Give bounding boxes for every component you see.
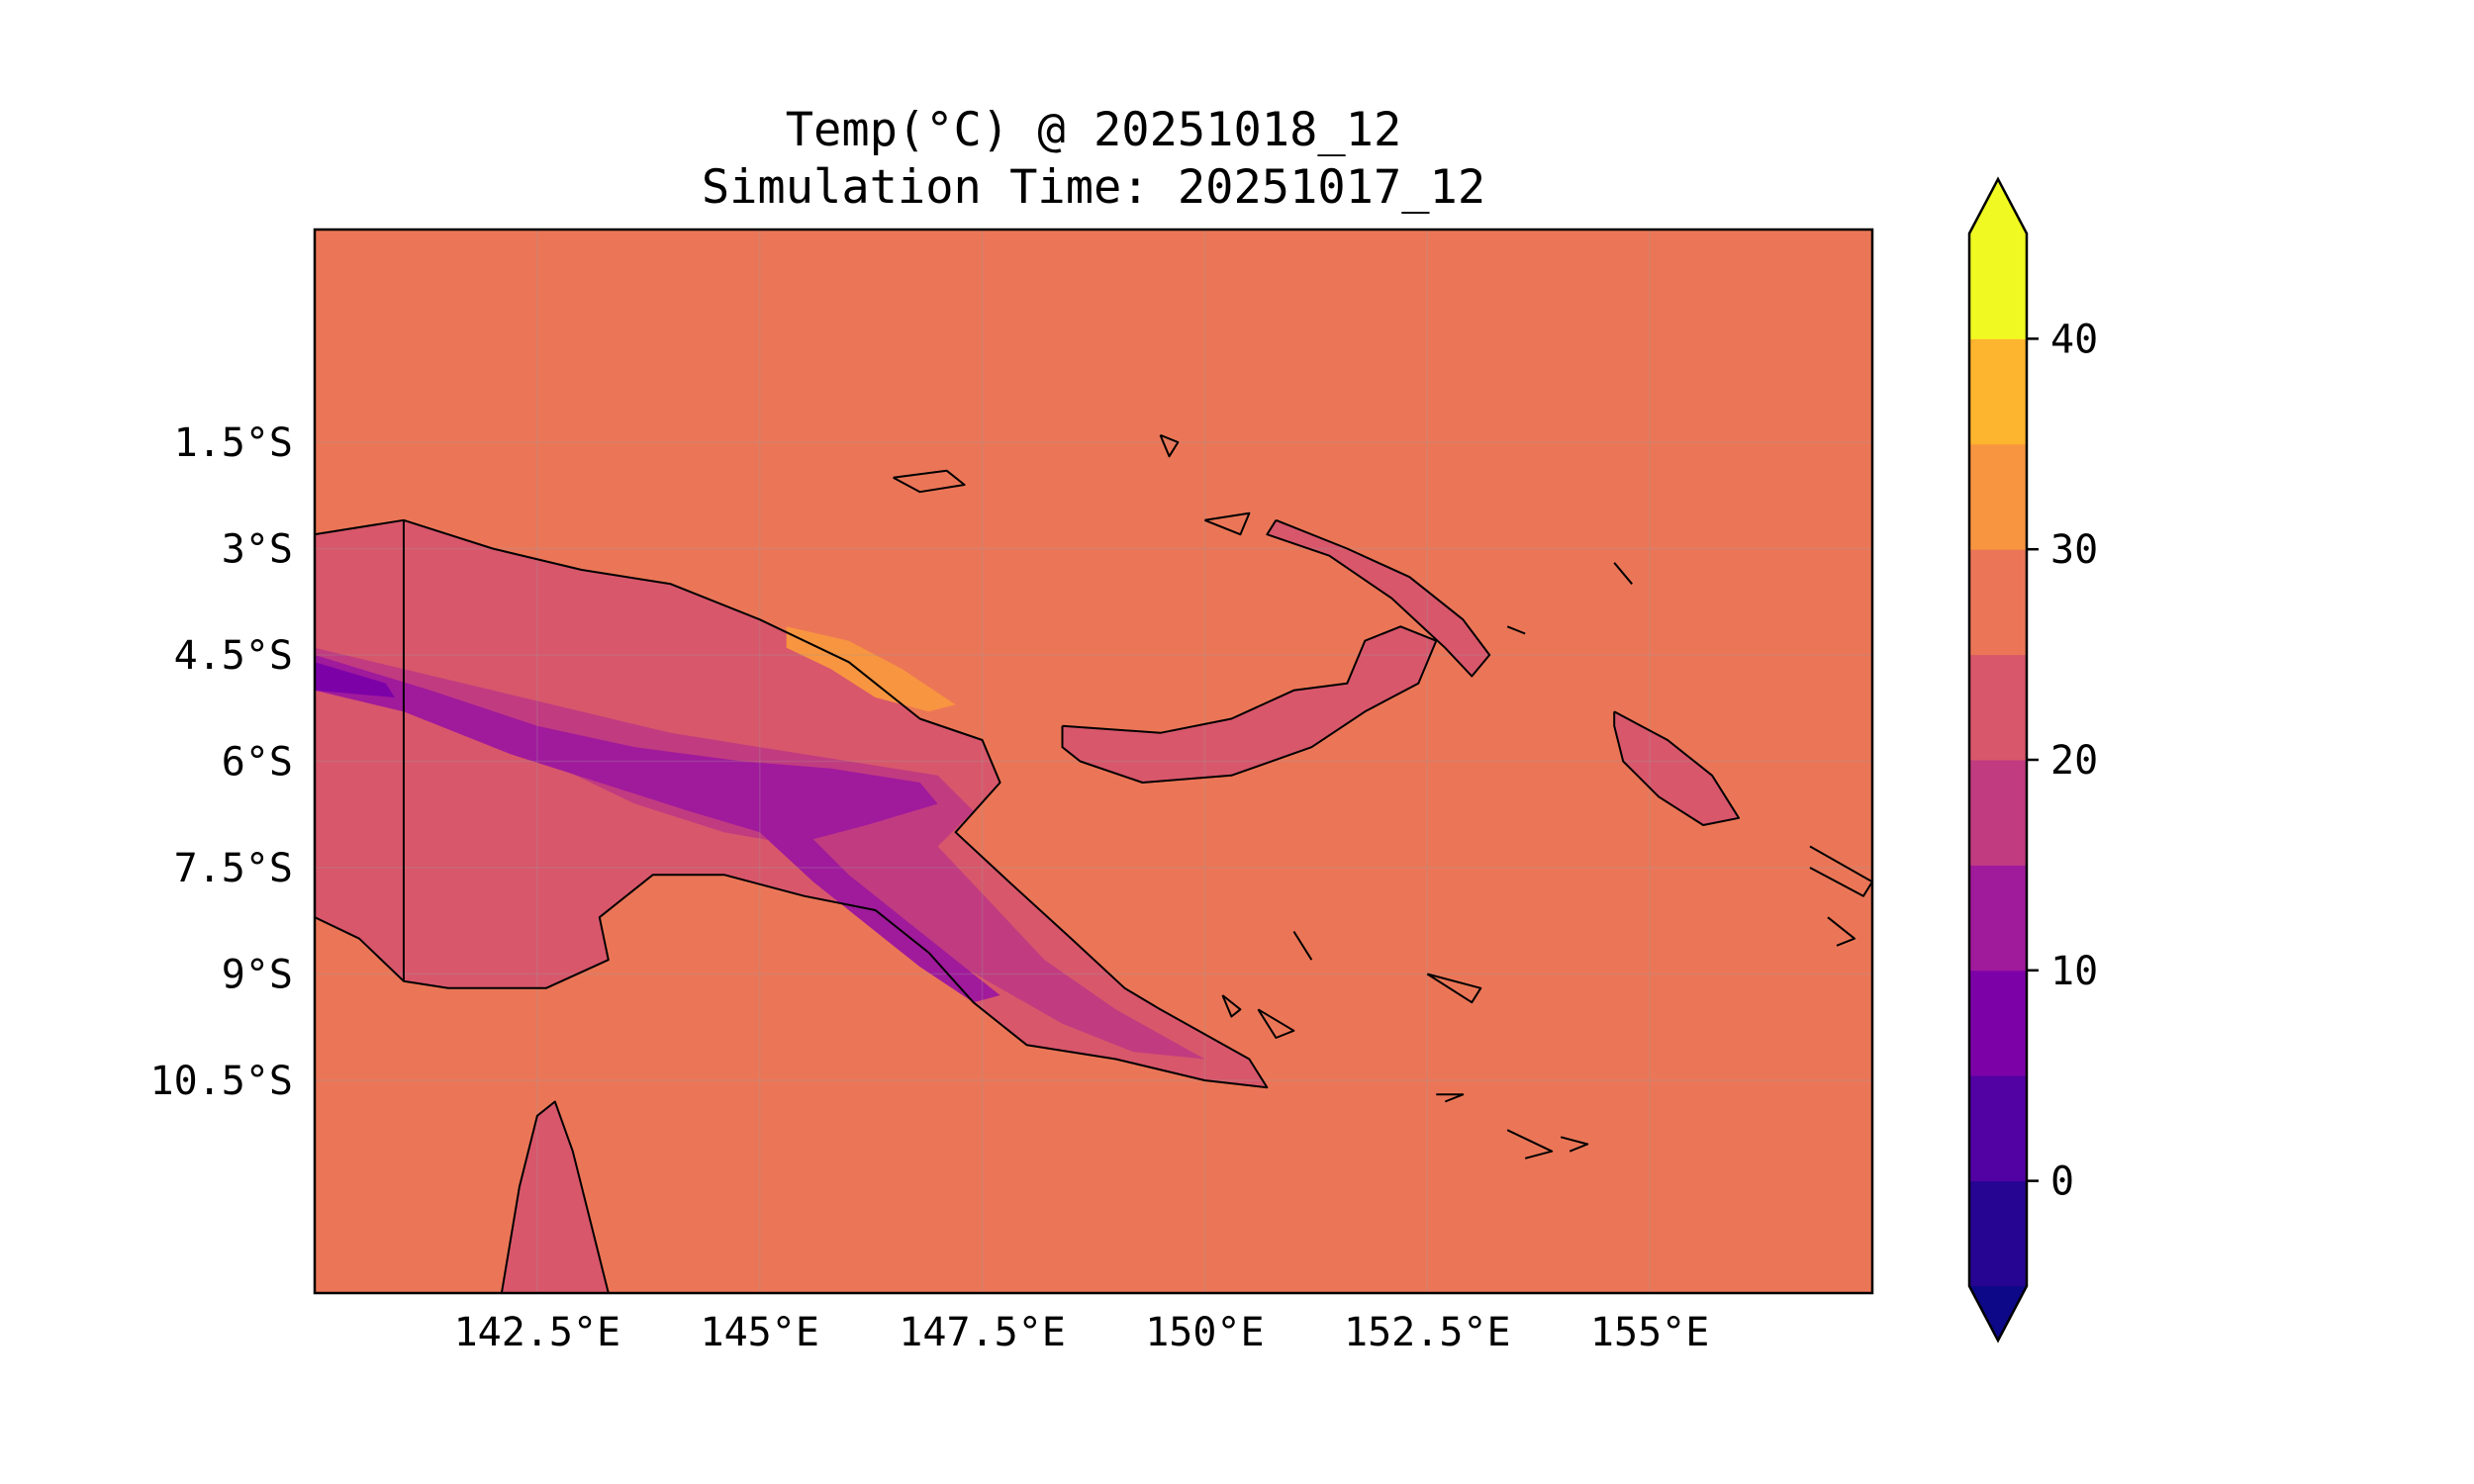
- coastline: [1436, 1093, 1465, 1103]
- colorbar-tick-label: 30: [2050, 527, 2098, 573]
- coastline: [1159, 433, 1180, 458]
- coastline: [1292, 930, 1313, 961]
- xtick-label: 147.5°E: [899, 1310, 1066, 1355]
- colorbar: 0 10 20 30 40: [1967, 176, 2098, 1344]
- colorbar-level: [1969, 970, 2027, 1076]
- region-highland-peaks: [315, 655, 1000, 1003]
- plot-subtitle: Simulation Time: 20251017_12: [701, 160, 1486, 215]
- xtick-label: 145°E: [701, 1310, 819, 1355]
- ytick-label: 4.5°S: [174, 633, 293, 679]
- colorbar-level: [1969, 443, 2027, 550]
- coastline-layer: [315, 433, 1872, 1293]
- coastline: [1827, 916, 1856, 947]
- colorbar-level: [1969, 233, 2027, 339]
- colorbar-level: [1969, 760, 2027, 866]
- map-frame: [313, 228, 1874, 1295]
- region-bougainville: [1614, 711, 1740, 825]
- region-coldest-peaks: [315, 662, 395, 697]
- coastline: [1221, 994, 1242, 1018]
- gridlines: [315, 230, 1872, 1293]
- coastline: [1257, 1008, 1295, 1039]
- xtick-label: 142.5°E: [454, 1310, 621, 1355]
- ytick-label: 7.5°S: [174, 846, 293, 891]
- colorbar-tick-label: 10: [2050, 949, 2098, 994]
- colorbar-tick-label: 20: [2050, 738, 2098, 784]
- colorbar-extend-top: [1969, 179, 2027, 233]
- colorbar-level: [1969, 338, 2027, 445]
- longitude-tick-labels: 142.5°E 145°E 147.5°E 150°E 152.5°E 155°E: [454, 1310, 1710, 1355]
- colorbar-level: [1969, 654, 2027, 761]
- coastline: [500, 1100, 610, 1293]
- colorbar-level: [1969, 1075, 2027, 1182]
- region-new-britain: [1062, 626, 1437, 783]
- xtick-label: 152.5°E: [1344, 1310, 1511, 1355]
- colorbar-extend-bottom: [1969, 1286, 2027, 1341]
- map-plot-area: [315, 230, 1872, 1293]
- ytick-label: 9°S: [222, 953, 293, 998]
- ytick-label: 1.5°S: [174, 420, 293, 466]
- colorbar-level: [1969, 1180, 2027, 1287]
- coastline: [1266, 518, 1491, 678]
- coastline: [1613, 710, 1741, 826]
- colorbar-outline: [1967, 176, 2029, 1344]
- coastline: [1809, 845, 1872, 897]
- coastline: [1613, 562, 1633, 585]
- coastline: [1506, 625, 1526, 635]
- coastline: [1506, 1129, 1554, 1159]
- colorbar-tick-label: 0: [2050, 1159, 2074, 1205]
- colorbar-tick-label: 40: [2050, 317, 2098, 362]
- coastline: [315, 518, 1269, 1089]
- xtick-label: 150°E: [1145, 1310, 1264, 1355]
- coastline: [1426, 973, 1482, 1004]
- plot-title: Temp(°C) @ 20251018_12: [785, 103, 1402, 157]
- ytick-label: 6°S: [222, 740, 293, 786]
- xtick-label: 155°E: [1590, 1310, 1709, 1355]
- region-cape-york: [501, 1101, 609, 1293]
- coastline: [893, 469, 966, 494]
- ytick-label: 10.5°S: [150, 1059, 294, 1104]
- colorbar-level: [1969, 865, 2027, 972]
- ytick-label: 3°S: [222, 527, 293, 573]
- coastline: [1061, 625, 1438, 784]
- region-warm-coast-north: [786, 626, 956, 712]
- colorbar-level: [1969, 549, 2027, 656]
- coastline: [1204, 511, 1251, 536]
- latitude-tick-labels: 1.5°S 3°S 4.5°S 6°S 7.5°S 9°S 10.5°S: [150, 420, 294, 1104]
- coastline: [1560, 1136, 1589, 1153]
